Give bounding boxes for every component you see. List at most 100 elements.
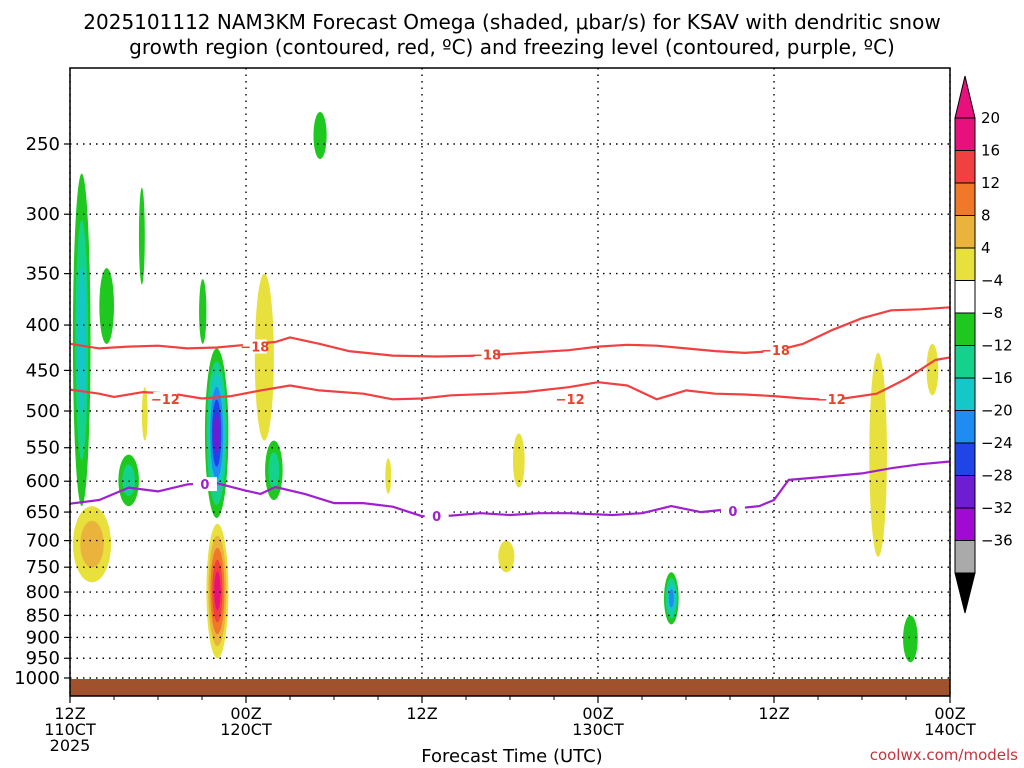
contour-line-1 bbox=[70, 356, 950, 402]
contour-label-2-2: 0 bbox=[728, 505, 737, 520]
omega-cell-13-level-0 bbox=[512, 433, 525, 488]
colorbar: 20 16 12 8 4 −4 −8 −12 −16 −20 −24 −28 −32 −36 bbox=[954, 75, 1013, 614]
y-tick-label-700: 700 bbox=[26, 531, 60, 552]
contour-label-bg-1-0 bbox=[153, 392, 178, 407]
y-tick-label-650: 650 bbox=[26, 502, 60, 523]
x-tick-label-1-1: 00Z bbox=[230, 704, 261, 723]
colorbar-bin-4 bbox=[954, 247, 976, 281]
colorbar-label-0: 20 bbox=[981, 109, 1000, 127]
grid-layer bbox=[69, 68, 951, 696]
contour-line-2 bbox=[70, 460, 950, 518]
colorbar-label-7: −12 bbox=[981, 337, 1013, 355]
omega-cell-17-level-0 bbox=[903, 615, 918, 663]
contour-label-bg-1-2 bbox=[819, 392, 844, 407]
omega-cell-11-level-0 bbox=[313, 111, 327, 160]
y-tick-label-350: 350 bbox=[26, 264, 60, 285]
x-tick-label-0-3: 2025 bbox=[50, 736, 91, 755]
plot-frame bbox=[69, 67, 951, 697]
x-tick-label-1-2: 120CT bbox=[220, 720, 272, 739]
colorbar-bin-0 bbox=[954, 117, 976, 151]
colorbar-label-4: 4 bbox=[981, 239, 991, 257]
x-tick-label-2-1: 12Z bbox=[406, 704, 437, 723]
y-tick-label-550: 550 bbox=[26, 438, 60, 459]
colorbar-label-13: −36 bbox=[981, 532, 1013, 550]
colorbar-bin-9 bbox=[954, 410, 976, 444]
omega-cell-3-level-1 bbox=[122, 464, 135, 497]
omega-cell-7-level-5 bbox=[213, 412, 220, 454]
y-axis: 2503003504004505005506006507007508008509… bbox=[14, 134, 70, 689]
colorbar-label-5: −4 bbox=[981, 272, 1003, 290]
contour-label-2-0: 0 bbox=[200, 478, 209, 493]
y-tick-label-250: 250 bbox=[26, 134, 60, 155]
y-tick-label-750: 750 bbox=[26, 557, 60, 578]
contour-label-1-1: −12 bbox=[556, 393, 585, 408]
x-tick-label-0-2: 110CT bbox=[44, 720, 96, 739]
omega-cell-1-level-1 bbox=[80, 520, 104, 568]
contour-label-bg-1-1 bbox=[558, 392, 583, 407]
contour-label-bg-0-0 bbox=[242, 339, 267, 354]
colorbar-min-arrow bbox=[954, 572, 976, 614]
x-tick-label-4-1: 12Z bbox=[758, 704, 789, 723]
colorbar-bin-13 bbox=[954, 540, 976, 574]
omega-cell-16-level-0 bbox=[869, 352, 887, 557]
contour-label-bg-0-1 bbox=[474, 347, 499, 362]
contour-label-1-2: −12 bbox=[817, 393, 846, 408]
y-tick-label-600: 600 bbox=[26, 471, 60, 492]
omega-cell-15-level-3 bbox=[668, 589, 674, 608]
y-tick-label-300: 300 bbox=[26, 204, 60, 225]
y-tick-label-800: 800 bbox=[26, 582, 60, 603]
colorbar-bin-10 bbox=[954, 442, 976, 476]
colorbar-label-8: −16 bbox=[981, 369, 1013, 387]
terrain-fill bbox=[70, 679, 950, 696]
y-tick-label-1000: 1000 bbox=[14, 668, 60, 689]
omega-cell-0-level-2 bbox=[77, 265, 86, 414]
colorbar-label-2: 12 bbox=[981, 174, 1000, 192]
colorbar-label-9: −20 bbox=[981, 402, 1013, 420]
site-credit: coolwx.com/models bbox=[870, 746, 1018, 764]
contour-label-bg-2-1 bbox=[424, 508, 449, 523]
contour-line-0 bbox=[70, 306, 950, 358]
y-tick-label-400: 400 bbox=[26, 315, 60, 336]
omega-cell-18-level-0 bbox=[926, 343, 939, 396]
contour-label-0-2: −18 bbox=[761, 344, 790, 359]
colorbar-bin-12 bbox=[954, 507, 976, 541]
colorbar-bin-11 bbox=[954, 475, 976, 509]
omega-cell-5-level-0 bbox=[141, 387, 148, 441]
colorbar-label-12: −32 bbox=[981, 499, 1013, 517]
omega-cell-9-level-0 bbox=[254, 273, 274, 441]
x-tick-label-3-2: 130CT bbox=[572, 720, 624, 739]
x-tick-label-0-1: 12Z bbox=[54, 704, 85, 723]
omega-cell-10-level-1 bbox=[268, 452, 280, 489]
colorbar-label-1: 16 bbox=[981, 142, 1000, 160]
colorbar-label-11: −28 bbox=[981, 467, 1013, 485]
contour-label-bg-0-2 bbox=[763, 343, 788, 358]
x-tick-label-5-1: 00Z bbox=[934, 704, 965, 723]
y-tick-label-950: 950 bbox=[26, 648, 60, 669]
x-tick-label-3-1: 00Z bbox=[582, 704, 613, 723]
chart-title-line-2: growth region (contoured, red, ºC) and f… bbox=[129, 35, 895, 59]
colorbar-bin-5 bbox=[954, 280, 976, 314]
omega-cell-4-level-0 bbox=[138, 187, 145, 285]
omega-cell-6-level-0 bbox=[199, 279, 207, 344]
colorbar-bin-8 bbox=[954, 377, 976, 411]
y-tick-label-900: 900 bbox=[26, 627, 60, 648]
colorbar-bin-7 bbox=[954, 345, 976, 379]
x-axis-label: Forecast Time (UTC) bbox=[421, 746, 602, 767]
contour-layer: −18 −18 −18 −12 −12 −12 0 0 0 bbox=[70, 306, 950, 525]
colorbar-bin-1 bbox=[954, 150, 976, 184]
contour-label-1-0: −12 bbox=[151, 393, 180, 408]
colorbar-label-3: 8 bbox=[981, 207, 991, 225]
contour-label-bg-2-0 bbox=[192, 477, 217, 492]
colorbar-max-arrow bbox=[954, 75, 976, 119]
omega-cell-2-level-0 bbox=[99, 268, 114, 344]
colorbar-bin-2 bbox=[954, 182, 976, 216]
omega-cell-12-level-0 bbox=[385, 458, 392, 494]
contour-label-0-0: −18 bbox=[240, 340, 269, 355]
omega-cell-14-level-0 bbox=[498, 540, 515, 573]
chart-title-line-1: 2025101112 NAM3KM Forecast Omega (shaded… bbox=[83, 10, 940, 34]
contour-label-0-1: −18 bbox=[472, 349, 501, 364]
omega-cell-8-level-4 bbox=[214, 571, 221, 611]
y-tick-label-450: 450 bbox=[26, 360, 60, 381]
